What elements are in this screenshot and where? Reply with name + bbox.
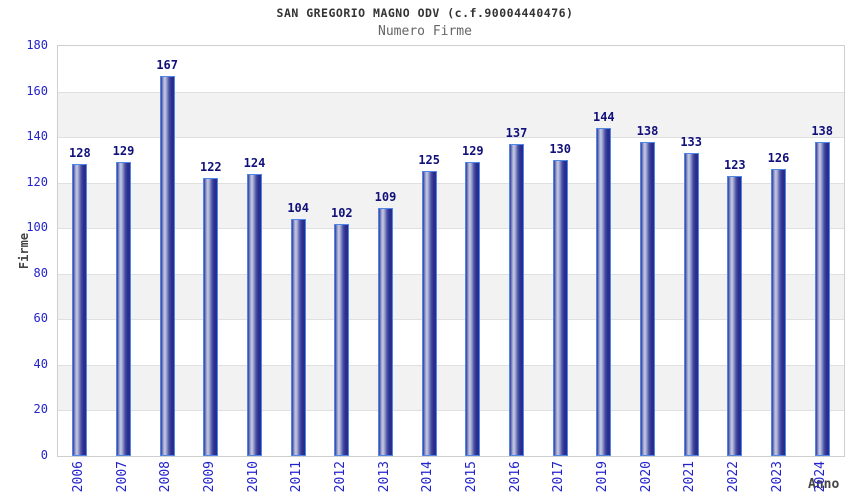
x-tick-label: 2015 bbox=[463, 461, 479, 493]
bar-value-label: 130 bbox=[549, 141, 571, 156]
grid-band bbox=[58, 182, 844, 229]
x-tick-label: 2017 bbox=[551, 461, 567, 493]
x-tick-label: 2009 bbox=[201, 461, 217, 493]
y-tick-label: 20 bbox=[33, 402, 48, 417]
y-tick-label: 100 bbox=[26, 220, 48, 235]
bar-value-label: 123 bbox=[723, 157, 746, 172]
bar-2011 bbox=[290, 219, 306, 456]
y-tick-label: 40 bbox=[33, 356, 48, 371]
x-tick-label: 2011 bbox=[289, 461, 305, 493]
x-tick-label: 2007 bbox=[114, 461, 130, 493]
bar-value-label: 167 bbox=[156, 57, 178, 72]
y-tick-label: 60 bbox=[33, 311, 48, 326]
x-tick-label: 2013 bbox=[376, 461, 392, 493]
chart-subtitle: Numero Firme bbox=[378, 24, 472, 39]
bar-value-label: 137 bbox=[505, 125, 528, 140]
y-tick-label: 160 bbox=[26, 83, 48, 98]
grid-band bbox=[58, 91, 844, 138]
bar-value-label: 104 bbox=[287, 201, 309, 216]
bar-2020 bbox=[640, 141, 655, 456]
x-tick-label: 2006 bbox=[70, 461, 86, 493]
bar-2013 bbox=[378, 207, 393, 456]
bar-2019 bbox=[596, 128, 612, 456]
x-tick-label: 2008 bbox=[158, 461, 174, 493]
bar-value-label: 125 bbox=[418, 153, 440, 168]
bar-value-label: 138 bbox=[811, 123, 833, 138]
grid-band bbox=[58, 410, 844, 456]
y-tick-label: 120 bbox=[26, 174, 48, 189]
grid-band bbox=[58, 46, 844, 92]
grid-band bbox=[58, 364, 844, 411]
x-axis-title: Anno bbox=[808, 477, 840, 492]
bar-2014 bbox=[421, 171, 437, 456]
bar-value-label: 109 bbox=[374, 189, 397, 204]
bar-2008 bbox=[159, 75, 175, 456]
bar-2006 bbox=[72, 164, 88, 456]
bar-value-label: 124 bbox=[243, 155, 266, 170]
bar-2024 bbox=[814, 141, 830, 456]
x-tick-label: 2019 bbox=[594, 461, 610, 493]
y-tick-label: 80 bbox=[33, 265, 48, 280]
bar-2022 bbox=[727, 175, 743, 456]
bar-value-label: 129 bbox=[112, 144, 135, 159]
y-tick-label: 140 bbox=[26, 129, 48, 144]
plot-area: 128 129 167 122 124 104 102 109 125 129 137 130 144 1… bbox=[57, 45, 845, 457]
bar-value-label: 129 bbox=[461, 144, 484, 159]
bar-2007 bbox=[116, 162, 131, 456]
x-tick-label: 2012 bbox=[332, 461, 348, 493]
grid-band bbox=[58, 319, 844, 365]
bar-2016 bbox=[509, 143, 524, 456]
x-tick-label: 2021 bbox=[682, 461, 698, 493]
bar-value-label: 122 bbox=[199, 160, 222, 175]
bar-value-label: 126 bbox=[767, 151, 790, 165]
bar-2012 bbox=[334, 223, 350, 456]
x-tick-label: 2023 bbox=[769, 461, 785, 493]
bar-value-label: 138 bbox=[636, 123, 659, 138]
bar-2023 bbox=[771, 169, 786, 456]
bar-value-label: 102 bbox=[330, 205, 353, 220]
x-tick-label: 2022 bbox=[725, 461, 741, 493]
grid-band bbox=[58, 273, 844, 320]
bar-2017 bbox=[552, 159, 568, 456]
x-tick-label: 2010 bbox=[245, 461, 261, 493]
grid-band bbox=[58, 228, 844, 274]
bar-value-label: 144 bbox=[592, 110, 615, 124]
bar-2010 bbox=[247, 173, 262, 456]
x-tick-label: 2020 bbox=[638, 461, 654, 493]
bar-2015 bbox=[465, 162, 481, 456]
bar-value-label: 128 bbox=[69, 146, 91, 161]
y-tick-label: 0 bbox=[40, 448, 48, 462]
x-tick-label: 2014 bbox=[420, 461, 436, 493]
grid-band bbox=[58, 137, 844, 183]
y-tick-label: 180 bbox=[26, 38, 48, 52]
chart-title: SAN GREGORIO MAGNO ODV (c.f.90004440476) bbox=[276, 6, 574, 20]
bar-2021 bbox=[683, 153, 699, 456]
bar-value-label: 133 bbox=[680, 135, 702, 150]
bar-2009 bbox=[203, 178, 219, 456]
x-tick-label: 2024 bbox=[813, 461, 829, 493]
x-tick-label: 2016 bbox=[507, 461, 523, 493]
